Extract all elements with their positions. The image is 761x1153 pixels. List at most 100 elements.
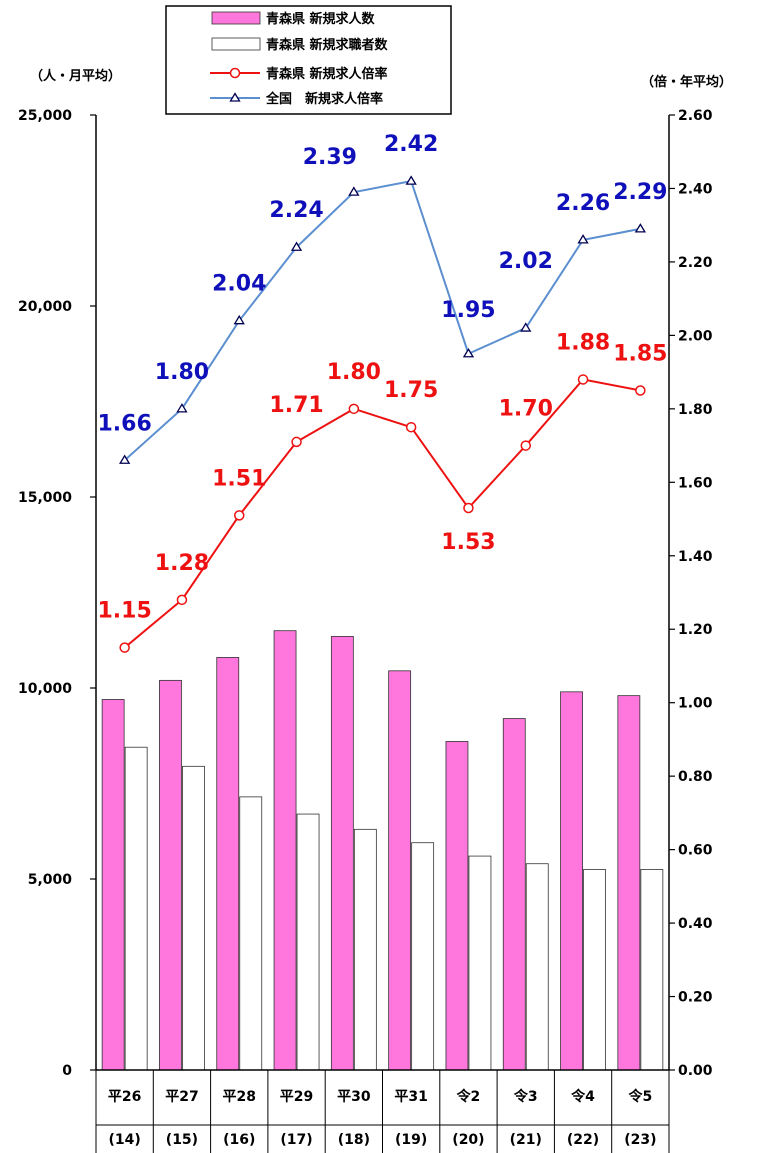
category-sublabel: (15): [166, 1132, 198, 1148]
data-label-national-ratio: 2.29: [613, 180, 667, 205]
data-label-national-ratio: 1.80: [155, 360, 209, 385]
data-label-national-ratio: 1.66: [98, 411, 152, 436]
category-label: 平27: [165, 1089, 198, 1105]
point-aomori-ratio: [577, 374, 589, 385]
legend-marker-national-ratio: [229, 92, 241, 102]
bar-job-seekers: [468, 855, 492, 1071]
left-tick-label: 5,000: [28, 872, 73, 888]
bar-job-seekers: [124, 746, 148, 1071]
data-label-aomori-ratio: 1.53: [441, 530, 495, 555]
legend-label-job-seekers: 青森県 新規求職者数: [266, 37, 389, 53]
point-national-ratio: [634, 223, 646, 233]
bar-job-openings: [216, 657, 240, 1071]
bar-job-seekers: [182, 765, 205, 1071]
data-labels-layer: 1.151.281.511.711.801.751.531.701.88 1.85…: [98, 132, 668, 623]
right-tick-label: 2.00: [678, 328, 713, 344]
point-aomori-ratio: [291, 436, 302, 448]
left-tick-label: 0: [62, 1063, 72, 1079]
category-sublabel: (19): [395, 1132, 427, 1148]
category-sublabel: (16): [223, 1132, 255, 1148]
bar-job-openings: [560, 691, 583, 1071]
category-label: 平31: [394, 1089, 427, 1105]
data-label-national-ratio: 2.04: [212, 272, 266, 297]
category-label: 令5: [627, 1088, 652, 1105]
point-national-ratio: [405, 175, 417, 185]
point-national-ratio: [119, 454, 131, 464]
bar-job-openings: [273, 630, 297, 1071]
legend-label-job-openings: 青森県 新規求人数: [266, 11, 376, 27]
bar-job-openings: [101, 699, 125, 1071]
point-aomori-ratio: [463, 502, 474, 514]
right-tick-label: 1.00: [678, 696, 713, 712]
category-label: 令4: [570, 1088, 595, 1105]
data-label-aomori-ratio: 1.80: [327, 360, 381, 385]
right-tick-label: 1.20: [678, 622, 713, 638]
left-axis-unit: （人・月平均）: [30, 68, 121, 84]
point-national-ratio: [176, 403, 188, 413]
category-sublabel: (20): [452, 1132, 484, 1148]
category-label: 令3: [513, 1088, 538, 1105]
right-tick-label: 1.40: [678, 549, 713, 565]
point-national-ratio: [462, 347, 475, 358]
point-aomori-ratio: [405, 421, 417, 433]
right-tick-label: 1.80: [678, 402, 713, 418]
bar-job-openings: [159, 679, 182, 1071]
point-aomori-ratio: [176, 594, 188, 606]
data-label-aomori-ratio: 1.28: [155, 551, 209, 576]
category-label: 平30: [337, 1089, 371, 1105]
axes-layer: 0 5,000 10,000 15,000 20,000 25,000 0.00 0.20 0.…: [18, 108, 713, 1153]
legend: 青森県 新規求人数 青森県 新規求職者数 青森県 新規求人倍率 全国 新規求人倍…: [165, 5, 452, 115]
category-sublabel: (23): [624, 1132, 656, 1148]
data-label-national-ratio: 2.42: [384, 132, 438, 157]
bar-job-seekers: [640, 869, 664, 1071]
right-tick-label: 0.80: [678, 769, 713, 785]
point-national-ratio: [290, 241, 303, 251]
category-label: 平26: [108, 1089, 141, 1105]
data-label-aomori-ratio: 1.71: [269, 393, 323, 418]
bar-job-seekers: [525, 863, 549, 1071]
category-label: 平28: [223, 1089, 256, 1105]
category-label: 令2: [456, 1088, 481, 1105]
data-label-national-ratio: 2.26: [556, 191, 610, 216]
category-sublabel: (14): [109, 1132, 141, 1148]
bar-job-seekers: [411, 842, 435, 1071]
right-axis-unit: （倍・年平均）: [641, 74, 732, 90]
category-sublabel: (22): [567, 1132, 599, 1148]
right-tick-label: 0.00: [678, 1063, 713, 1079]
legend-label-aomori-ratio: 青森県 新規求人倍率: [266, 66, 388, 82]
right-tick-label: 2.20: [678, 255, 713, 271]
data-label-national-ratio: 1.95: [441, 298, 495, 323]
bar-job-openings: [502, 718, 526, 1071]
category-sublabel: (17): [280, 1132, 312, 1148]
bar-job-openings: [445, 741, 469, 1071]
right-tick-label: 0.20: [678, 990, 713, 1006]
lines-layer: [119, 175, 646, 653]
bar-job-seekers: [583, 869, 606, 1071]
bar-job-openings: [617, 695, 641, 1071]
data-label-national-ratio: 2.02: [499, 249, 553, 274]
data-label-aomori-ratio: 1.51: [212, 466, 266, 491]
legend-swatch-job-openings: [211, 11, 261, 25]
line-aomori-ratio: [124, 378, 641, 649]
point-national-ratio: [520, 322, 532, 332]
right-tick-label: 2.40: [678, 181, 713, 197]
data-label-national-ratio: 2.24: [269, 198, 323, 223]
point-aomori-ratio: [348, 403, 360, 415]
bar-job-seekers: [353, 828, 377, 1071]
legend-label-national-ratio: 全国 新規求人倍率: [265, 91, 383, 107]
right-tick-label: 1.60: [678, 475, 713, 491]
legend-marker-aomori-ratio: [229, 67, 241, 79]
data-label-aomori-ratio: 1.75: [384, 378, 438, 403]
point-national-ratio: [233, 314, 245, 325]
data-label-national-ratio: 2.39: [303, 145, 357, 170]
bar-job-seekers: [296, 813, 320, 1071]
bar-job-openings: [388, 670, 412, 1071]
point-national-ratio: [577, 234, 589, 244]
bar-job-openings: [330, 636, 354, 1071]
left-tick-label: 15,000: [18, 490, 72, 506]
point-aomori-ratio: [234, 510, 245, 521]
point-aomori-ratio: [119, 642, 130, 653]
data-label-aomori-ratio: 1.85: [613, 341, 667, 366]
data-label-aomori-ratio: 1.15: [98, 599, 152, 624]
